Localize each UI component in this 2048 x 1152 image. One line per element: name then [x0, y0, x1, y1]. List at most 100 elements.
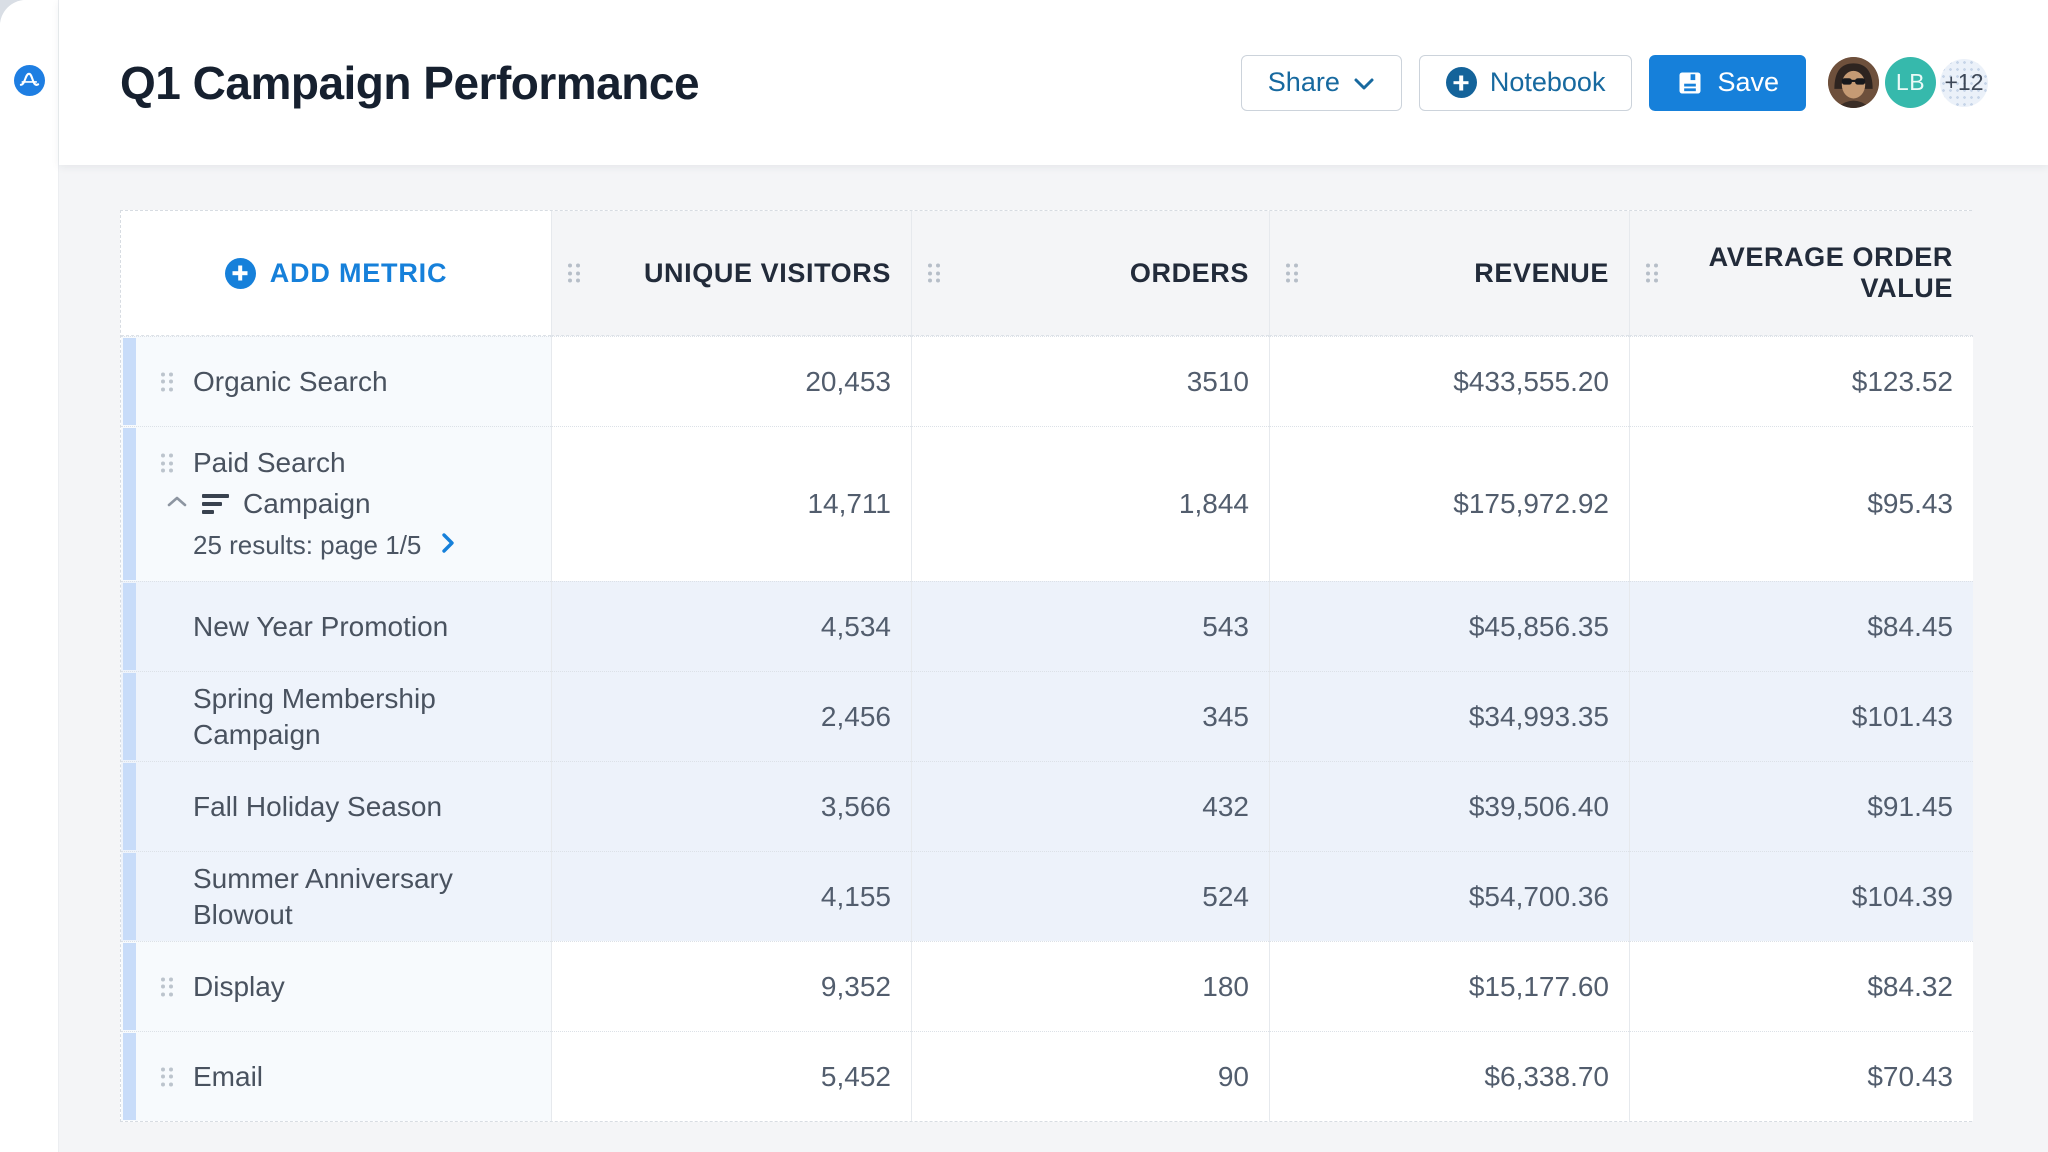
notebook-button[interactable]: Notebook [1418, 54, 1633, 111]
row-label: Paid Search [193, 447, 346, 478]
cell-value: 524 [1202, 880, 1249, 912]
table-cell-value[interactable]: 3510 [911, 336, 1269, 426]
table-cell-value[interactable]: 4,534 [551, 581, 911, 671]
cell-value: 432 [1202, 790, 1249, 822]
next-page-chevron-icon[interactable] [441, 530, 455, 561]
drag-handle-icon[interactable] [161, 453, 173, 473]
table-cell-value[interactable]: $95.43 [1629, 426, 1973, 581]
table-cell-value[interactable]: $45,856.35 [1269, 581, 1629, 671]
results-page-label: 25 results: page 1/5 [193, 529, 422, 560]
drag-handle-icon[interactable] [161, 977, 173, 996]
table-cell-value[interactable]: 14,711 [551, 426, 911, 581]
table-cell-value[interactable]: $104.39 [1629, 851, 1973, 941]
row-label: Email [193, 1060, 264, 1092]
table-cell-value[interactable]: $54,700.36 [1269, 851, 1629, 941]
table-cell-value[interactable]: 432 [911, 761, 1269, 851]
drag-handle-icon[interactable] [1646, 263, 1658, 283]
table-row-label[interactable]: Paid Search Campaign 25 results: page 1/5 [121, 426, 551, 581]
table-row-label[interactable]: Organic Search [121, 336, 551, 426]
table-cell-value[interactable]: 3,566 [551, 761, 911, 851]
save-button[interactable]: Save [1649, 54, 1806, 111]
column-header-revenue[interactable]: REVENUE [1269, 211, 1629, 336]
table-cell-value[interactable]: 1,844 [911, 426, 1269, 581]
table-cell-value[interactable]: 90 [911, 1031, 1269, 1121]
table-row-label[interactable]: New Year Promotion [121, 581, 551, 671]
table-cell-value[interactable]: $101.43 [1629, 671, 1973, 761]
table-cell-value[interactable]: $175,972.92 [1269, 426, 1629, 581]
cell-value: 2,456 [820, 700, 891, 732]
table-cell-value[interactable]: $433,555.20 [1269, 336, 1629, 426]
table-cell-value[interactable]: 180 [911, 941, 1269, 1031]
user-avatar[interactable] [1828, 57, 1879, 108]
table-cell-value[interactable]: $15,177.60 [1269, 941, 1629, 1031]
table-cell-value[interactable]: 345 [911, 671, 1269, 761]
column-header-orders[interactable]: ORDERS [911, 211, 1269, 336]
table-cell-value[interactable]: $84.32 [1629, 941, 1973, 1031]
table-row-label[interactable]: Email [121, 1031, 551, 1121]
table-cell-value[interactable]: 9,352 [551, 941, 911, 1031]
cell-value: $70.43 [1867, 1060, 1953, 1092]
cell-value: 1,844 [1178, 488, 1249, 519]
cell-value: $6,338.70 [1484, 1060, 1609, 1092]
group-label-line1: Paid Search [161, 445, 551, 481]
drag-handle-icon[interactable] [161, 372, 173, 391]
cell-value: 180 [1202, 970, 1249, 1002]
add-metric-button[interactable]: ADD METRIC [121, 211, 551, 336]
table-cell-value[interactable]: $70.43 [1629, 1031, 1973, 1121]
row-label: Summer Anniversary Blowout [193, 862, 453, 930]
cell-value: $34,993.35 [1468, 700, 1609, 732]
drag-handle-icon[interactable] [928, 263, 940, 283]
table-cell-value[interactable]: 4,155 [551, 851, 911, 941]
cell-value: 9,352 [820, 970, 891, 1002]
page-title: Q1 Campaign Performance [120, 56, 700, 109]
amplitude-logo-icon[interactable] [14, 65, 45, 96]
row-label: Spring Membership Campaign [193, 682, 436, 750]
cell-value: 3510 [1186, 365, 1249, 397]
table-row-label[interactable]: Fall Holiday Season [121, 761, 551, 851]
table-row-label[interactable]: Display [121, 941, 551, 1031]
table-cell-value[interactable]: 2,456 [551, 671, 911, 761]
collapse-chevron-icon[interactable] [166, 495, 188, 513]
cell-value: 543 [1202, 610, 1249, 642]
cell-value: $84.32 [1867, 970, 1953, 1002]
table-cell-value[interactable]: $6,338.70 [1269, 1031, 1629, 1121]
table-cell-value[interactable]: $84.45 [1629, 581, 1973, 671]
drag-handle-icon[interactable] [161, 1067, 173, 1086]
table-row-label[interactable]: Summer Anniversary Blowout [121, 851, 551, 941]
table-cell-value[interactable]: $34,993.35 [1269, 671, 1629, 761]
drag-handle-icon[interactable] [1286, 263, 1298, 283]
table-row-label[interactable]: Spring Membership Campaign [121, 671, 551, 761]
column-header-average-order-value[interactable]: AVERAGE ORDER VALUE [1629, 211, 1973, 336]
column-header-label: UNIQUE VISITORS [643, 257, 891, 288]
table-cell-value[interactable]: 20,453 [551, 336, 911, 426]
cell-value: $175,972.92 [1453, 488, 1609, 519]
cell-value: $104.39 [1851, 880, 1953, 912]
top-bar: Q1 Campaign Performance Share Notebook [59, 0, 2048, 165]
row-label: Display [193, 970, 285, 1002]
plus-circle-icon [1445, 67, 1477, 98]
save-icon [1679, 72, 1701, 93]
notebook-button-label: Notebook [1489, 67, 1606, 97]
row-label: New Year Promotion [193, 610, 449, 642]
table-cell-value[interactable]: 524 [911, 851, 1269, 941]
row-accent-bar [123, 943, 136, 1030]
cell-value: $45,856.35 [1468, 610, 1609, 642]
table-cell-value[interactable]: 543 [911, 581, 1269, 671]
cell-value: 90 [1217, 1060, 1249, 1092]
row-label: Fall Holiday Season [193, 790, 443, 822]
collaborator-avatars: LB +12 [1828, 57, 1988, 108]
cell-value: $84.45 [1867, 610, 1953, 642]
table-cell-value[interactable]: $39,506.40 [1269, 761, 1629, 851]
table-cell-value[interactable]: $123.52 [1629, 336, 1973, 426]
row-accent-bar [123, 853, 136, 940]
table-cell-value[interactable]: $91.45 [1629, 761, 1973, 851]
column-header-unique-visitors[interactable]: UNIQUE VISITORS [551, 211, 911, 336]
segment-bars-icon [202, 493, 229, 515]
avatar-overflow-badge[interactable]: +12 [1940, 58, 1988, 107]
group-pagination: 25 results: page 1/5 [193, 527, 551, 563]
drag-handle-icon[interactable] [568, 263, 580, 283]
share-button[interactable]: Share [1240, 54, 1402, 111]
avatar-lb[interactable]: LB [1885, 57, 1936, 108]
save-button-label: Save [1717, 67, 1779, 97]
table-cell-value[interactable]: 5,452 [551, 1031, 911, 1121]
